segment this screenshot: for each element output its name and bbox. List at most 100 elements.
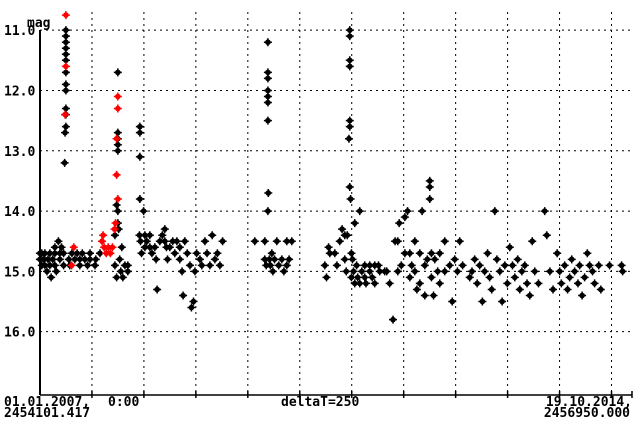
data-point	[427, 273, 436, 282]
data-point	[218, 237, 227, 246]
data-point	[102, 249, 111, 258]
data-point	[346, 195, 355, 204]
data-point	[80, 255, 89, 264]
data-point	[357, 267, 366, 276]
data-point	[540, 207, 549, 216]
data-point	[215, 261, 224, 270]
x-start-jd-label: 2454101.417	[4, 406, 90, 421]
y-tick-label: 14.0	[4, 205, 35, 220]
data-point	[135, 195, 144, 204]
data-point	[427, 249, 436, 258]
data-point	[382, 267, 391, 276]
data-point	[389, 315, 398, 324]
data-point	[490, 207, 499, 216]
data-point	[264, 188, 273, 197]
data-point	[342, 267, 351, 276]
data-point	[150, 243, 159, 252]
data-point	[187, 303, 196, 312]
data-point	[590, 279, 599, 288]
data-point	[338, 225, 347, 234]
data-point	[111, 219, 120, 228]
data-point	[267, 249, 276, 258]
delta-label: deltaT=250	[281, 395, 359, 410]
data-point	[557, 279, 566, 288]
data-point	[59, 249, 68, 258]
data-point	[113, 68, 122, 77]
data-point	[110, 225, 119, 234]
data-point	[435, 279, 444, 288]
data-point	[137, 249, 146, 258]
data-point	[528, 237, 537, 246]
data-point	[393, 267, 402, 276]
data-point	[410, 267, 419, 276]
data-point	[75, 261, 84, 270]
data-point	[370, 279, 379, 288]
data-point	[113, 104, 122, 113]
data-point	[263, 116, 272, 125]
data-point	[470, 255, 479, 264]
data-point	[418, 207, 427, 216]
data-point	[458, 261, 467, 270]
data-point	[435, 249, 444, 258]
data-point	[83, 261, 92, 270]
data-point	[520, 261, 529, 270]
data-point	[50, 261, 59, 270]
data-point	[415, 249, 424, 258]
data-point	[565, 273, 574, 282]
data-point	[500, 261, 509, 270]
data-point	[135, 128, 144, 137]
data-point	[523, 279, 532, 288]
data-point	[549, 285, 558, 294]
data-point	[175, 243, 184, 252]
data-point	[113, 195, 122, 204]
data-point	[61, 11, 70, 20]
data-point	[345, 56, 354, 65]
data-point	[153, 285, 162, 294]
data-point	[192, 249, 201, 258]
data-point	[530, 267, 539, 276]
data-point	[95, 249, 104, 258]
data-point	[61, 110, 70, 119]
data-point	[534, 279, 543, 288]
data-point	[345, 62, 354, 71]
data-point	[179, 291, 188, 300]
data-point	[203, 249, 212, 258]
data-point	[54, 237, 63, 246]
data-point	[175, 255, 184, 264]
data-point	[172, 237, 181, 246]
data-point	[277, 255, 286, 264]
y-tick-labels: 11.0 12.0 13.0 14.0 15.0 16.0	[4, 24, 35, 341]
data-point	[279, 267, 288, 276]
data-point	[573, 279, 582, 288]
x-start-date-label: 01.01.2007,	[4, 395, 90, 410]
data-point	[268, 267, 277, 276]
data-point	[61, 122, 70, 131]
data-point	[350, 219, 359, 228]
data-point	[335, 237, 344, 246]
data-point	[116, 267, 125, 276]
y-tick-label: 13.0	[4, 145, 35, 160]
data-point	[483, 249, 492, 258]
data-point	[250, 237, 259, 246]
data-point	[168, 237, 177, 246]
data-point	[210, 255, 219, 264]
data-point	[575, 261, 584, 270]
data-point	[440, 237, 449, 246]
data-point	[145, 231, 154, 240]
data-point	[64, 255, 73, 264]
data-point	[282, 261, 291, 270]
data-point	[542, 231, 551, 240]
data-point	[118, 273, 127, 282]
data-point	[596, 285, 605, 294]
data-point	[405, 249, 414, 258]
data-point	[262, 261, 271, 270]
data-point	[42, 267, 51, 276]
data-point	[139, 207, 148, 216]
data-point	[348, 255, 357, 264]
data-point	[61, 128, 70, 137]
data-point	[345, 122, 354, 131]
data-point	[510, 273, 519, 282]
data-point	[60, 158, 69, 167]
data-point	[104, 243, 113, 252]
